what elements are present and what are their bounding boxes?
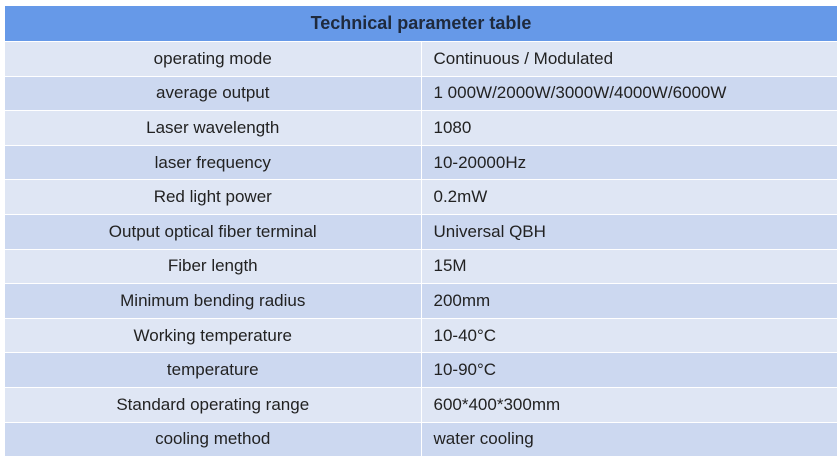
table-row: laser frequency 10-20000Hz — [4, 144, 838, 181]
parameter-name: Fiber length — [4, 248, 422, 285]
parameter-value: water cooling — [420, 421, 838, 458]
table-row: average output 1 000W/2000W/3000W/4000W/… — [4, 75, 838, 112]
parameter-name: Laser wavelength — [4, 110, 422, 146]
technical-parameter-table: Technical parameter table operating mode… — [3, 4, 838, 458]
table-row: Laser wavelength 1080 — [4, 110, 838, 146]
parameter-name: Standard operating range — [4, 386, 422, 423]
parameter-name: average output — [4, 75, 422, 112]
parameter-value: 15M — [420, 248, 838, 285]
parameter-value: Continuous / Modulated — [420, 41, 838, 77]
table-row: cooling method water cooling — [4, 421, 838, 458]
parameter-name: Working temperature — [4, 317, 422, 354]
table-row: operating mode Continuous / Modulated — [4, 41, 838, 77]
parameter-name: Output optical fiber terminal — [4, 213, 422, 250]
parameter-name: Red light power — [4, 179, 422, 215]
parameter-name: operating mode — [4, 41, 422, 77]
parameter-name: laser frequency — [4, 144, 422, 181]
parameter-value: 10-90°C — [420, 352, 838, 388]
parameter-value: 0.2mW — [420, 179, 838, 215]
parameter-value: 10-40°C — [420, 317, 838, 354]
parameter-value: Universal QBH — [420, 213, 838, 250]
table-row: Red light power 0.2mW — [4, 179, 838, 215]
parameter-name: cooling method — [4, 421, 422, 458]
parameter-value: 1 000W/2000W/3000W/4000W/6000W — [420, 75, 838, 112]
table-row: Fiber length 15M — [4, 248, 838, 285]
table-header-row: Technical parameter table — [4, 5, 838, 42]
table-row: Standard operating range 600*400*300mm — [4, 386, 838, 423]
table-row: Working temperature 10-40°C — [4, 317, 838, 354]
table-row: temperature 10-90°C — [4, 352, 838, 388]
parameter-value: 1080 — [420, 110, 838, 146]
table-row: Output optical fiber terminal Universal … — [4, 213, 838, 250]
parameter-value: 600*400*300mm — [420, 386, 838, 423]
table-title: Technical parameter table — [4, 5, 838, 42]
parameter-table: Technical parameter table operating mode… — [4, 5, 838, 458]
table-row: Minimum bending radius 200mm — [4, 283, 838, 319]
parameter-value: 200mm — [420, 283, 838, 319]
parameter-name: Minimum bending radius — [4, 283, 422, 319]
parameter-value: 10-20000Hz — [420, 144, 838, 181]
parameter-name: temperature — [4, 352, 422, 388]
